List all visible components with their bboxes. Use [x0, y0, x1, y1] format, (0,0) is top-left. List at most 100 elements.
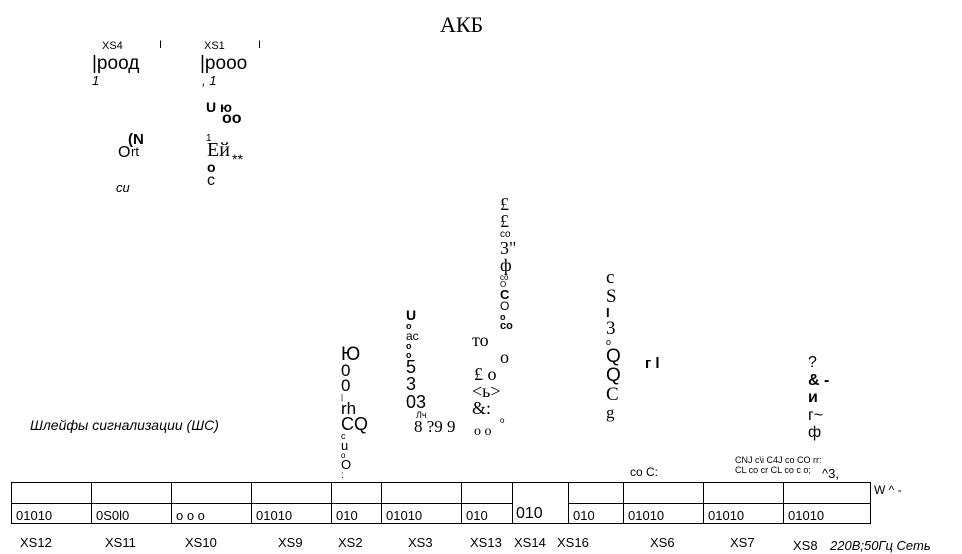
xs13-glyph: 3" [500, 237, 517, 258]
terminal-xs13: 010 [461, 503, 513, 524]
terminal-cell [703, 482, 784, 504]
xs4-bar: I [159, 39, 163, 51]
terminal-cell [568, 482, 624, 504]
xs8-note: 220В;50Гц Сеть [830, 538, 931, 553]
glyph-ci: си [116, 180, 130, 195]
xs2-glyph: c [341, 431, 346, 442]
terminal-xs16: 010 [568, 503, 624, 524]
xs2-column: Ю 0 0 | rh CQ c u o O : [341, 344, 368, 482]
terminal-cell [461, 482, 513, 504]
diagram-title: АКБ [440, 12, 484, 37]
small-label-3: ^3, [822, 466, 839, 481]
xs16-glyph: g [606, 403, 615, 422]
xs13-glyph: co [500, 229, 511, 241]
terminal-cell [381, 482, 462, 504]
connector-xs11: XS11 [105, 535, 136, 550]
terminal-xs14: 010 [512, 482, 569, 524]
xs3-glyph: o [406, 341, 412, 352]
small-label-2: CL co cr CL co c o; [735, 465, 811, 475]
glyph-ort-rt: rt [131, 144, 139, 159]
xs13-glyph: £ o [474, 363, 497, 384]
glyph-ei: Ей [207, 139, 230, 161]
connector-xs14: XS14 [514, 535, 546, 550]
xs8-glyph: г~ [808, 406, 824, 424]
glyph-one: 1 [206, 133, 212, 144]
glyph-o: o [207, 159, 216, 175]
xs2-glyph: CQ [341, 414, 368, 435]
terminal-xs7: 01010 [703, 503, 784, 524]
terminal-cell [251, 482, 332, 504]
glyph-oo: oo [222, 110, 242, 127]
w-label: W ^ - [870, 482, 959, 524]
terminal-cell [171, 482, 252, 504]
xs2-glyph: u [341, 438, 349, 454]
xs2-glyph: o [341, 451, 346, 461]
gamma-l: г l [645, 355, 660, 372]
xs13-glyph: co [500, 320, 513, 333]
terminal-xs12: 01010 [11, 503, 92, 524]
xs3-glyph: U [406, 307, 417, 323]
xs16-column: c S I 3 o Q Q C g [606, 268, 621, 421]
xs2-glyph: 0 [341, 376, 351, 396]
xs3-glyph: o [406, 349, 412, 360]
xs2-glyph: 0 [341, 361, 351, 381]
xs13-glyph: £ [500, 211, 509, 232]
xs3-glyph: 8 ?9 9 [414, 417, 456, 437]
small-label-1: CNJ c\i C4J co CO rr: [735, 455, 822, 465]
xs8-glyph: ф [808, 424, 822, 442]
xs1-label: XS1 [204, 40, 225, 52]
xs13-glyph: <ь> [472, 381, 501, 402]
co-c-label: co C: [630, 465, 659, 479]
xs4-sub: 1 [92, 73, 100, 88]
xs3-glyph: 03 [406, 391, 427, 412]
loop-caption: Шлейфы сигнализации (ШС) [30, 417, 219, 433]
connector-xs8: XS8 [793, 538, 818, 553]
connector-xs7: XS7 [730, 535, 755, 550]
xs16-glyph: C [606, 384, 619, 405]
connector-xs10: XS10 [185, 535, 217, 550]
xs2-glyph: O [341, 457, 352, 473]
xs3-column: U o ac o o 5 3 03 Лч 8 ?9 9 [406, 307, 456, 437]
xs13-column: £ £ co 3" ф co O C O o co то o £ o <ь> &… [472, 194, 517, 439]
connector-xs3: XS3 [408, 535, 433, 550]
xs3-glyph: 3 [406, 374, 417, 395]
xs4-text: |роод [92, 53, 140, 74]
connector-xs9: XS9 [278, 535, 303, 550]
xs8-glyph: & - [808, 371, 830, 389]
xs13-glyph: O [500, 280, 507, 290]
terminal-cell [623, 482, 704, 504]
xs2-glyph: | [341, 392, 344, 402]
xs3-glyph: 5 [406, 357, 417, 378]
xs2-glyph: Ю [341, 344, 361, 365]
xs2-glyph: : [341, 470, 344, 482]
glyph-ort-n: (N [128, 131, 144, 148]
xs13-glyph: co [500, 272, 509, 282]
glyph-ort-o: O [118, 144, 131, 161]
terminal-cell [783, 482, 871, 504]
xs16-glyph: o [606, 337, 612, 347]
xs13-glyph: o [500, 311, 506, 322]
terminal-cell [11, 482, 92, 504]
xs13-glyph: ф [500, 254, 512, 275]
xs4-label: XS4 [102, 40, 123, 52]
terminal-xs10: o o o [171, 503, 252, 524]
xs1-text: |рooo [200, 53, 248, 74]
terminal-xs8: 01010 [783, 503, 871, 524]
terminal-xs3: 01010 [381, 503, 462, 524]
xs13-glyph: o [500, 346, 509, 367]
xs8-column: ? & - и г~ ф [808, 354, 829, 442]
xs13-glyph: то [472, 329, 489, 350]
connector-xs16: XS16 [557, 535, 589, 550]
glyph-ujo: U ю [206, 99, 232, 115]
connector-xs13: XS13 [470, 535, 502, 550]
terminal-cell [331, 482, 382, 504]
terminal-xs9: 01010 [251, 503, 332, 524]
xs16-glyph: S [606, 286, 617, 307]
xs1-bar: I [258, 39, 262, 51]
xs13-glyph: O [500, 299, 510, 314]
xs8-glyph: и [808, 389, 818, 407]
xs13-glyph: £ [500, 194, 509, 214]
xs16-glyph: Q [606, 365, 621, 386]
xs13-glyph: o [500, 416, 505, 426]
